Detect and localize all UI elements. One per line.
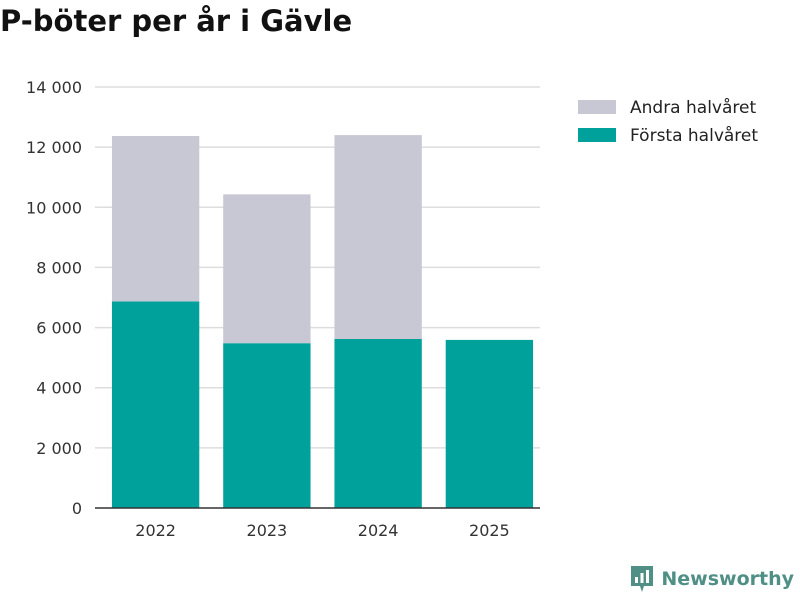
y-tick-label: 10 000: [26, 198, 82, 217]
x-axis-ticks: 2022 2023 2024 2025: [135, 521, 509, 540]
bars: [111, 135, 534, 508]
newsworthy-brand: Newsworthy: [629, 564, 794, 594]
bar-forsta-halvaret-2023: [223, 343, 311, 508]
brand-name: Newsworthy: [661, 568, 794, 590]
legend-item-forsta-halvaret-swatch: [578, 128, 616, 142]
y-tick-label: 12 000: [26, 138, 82, 157]
bar-andra-halvaret-2023: [223, 194, 311, 344]
legend: Andra halvåret Första halvåret: [578, 97, 758, 146]
x-tick-label: 2023: [247, 521, 288, 540]
legend-item-andra-halvaret-swatch: [578, 100, 616, 114]
bar-andra-halvaret-2024: [334, 135, 422, 339]
bar-forsta-halvaret-2022: [111, 301, 200, 508]
y-tick-label: 14 000: [26, 78, 82, 97]
x-tick-label: 2025: [469, 521, 510, 540]
legend-item-forsta-halvaret-label: Första halvåret: [630, 125, 758, 146]
y-tick-label: 2 000: [36, 439, 82, 458]
x-tick-label: 2024: [358, 521, 399, 540]
y-tick-label: 4 000: [36, 379, 82, 398]
y-tick-label: 6 000: [36, 319, 82, 338]
y-tick-label: 0: [72, 499, 82, 518]
chart-title: P-böter per år i Gävle: [0, 4, 353, 38]
bar-forsta-halvaret-2025: [445, 339, 534, 508]
y-tick-label: 8 000: [36, 258, 82, 277]
newsworthy-logo-icon: [631, 566, 654, 592]
legend-item-andra-halvaret-label: Andra halvåret: [630, 97, 756, 118]
bar-andra-halvaret-2022: [111, 136, 200, 302]
x-tick-label: 2022: [135, 521, 176, 540]
bar-forsta-halvaret-2024: [334, 338, 422, 508]
y-axis-ticks: 0 2 000 4 000 6 000 8 000 10 000 12 000 14 000: [26, 78, 82, 518]
